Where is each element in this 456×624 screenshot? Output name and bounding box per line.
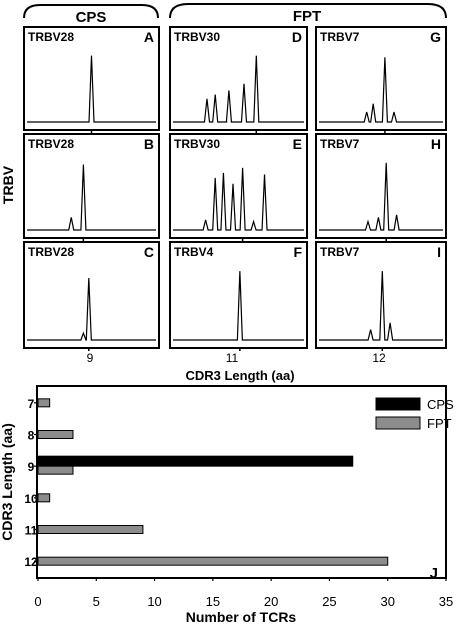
bar-fpt-9	[37, 465, 74, 475]
legend-label-cps: CPS	[427, 397, 454, 412]
panel-letter: B	[144, 136, 154, 152]
y-tick-label-7: 7	[28, 397, 35, 411]
panel-gene-label: TRBV28	[28, 245, 74, 259]
panel-f: TRBV4 F	[169, 241, 308, 351]
column-tick-12: 12	[372, 351, 386, 365]
x-tick-label-30: 30	[380, 594, 394, 609]
panel-letter: A	[144, 29, 154, 45]
bar-fpt-12	[37, 556, 389, 566]
panel-frame	[23, 241, 160, 349]
bar-fpt-8	[37, 430, 74, 439]
panel-g: TRBV7 G	[315, 26, 447, 133]
panel-gene-label: TRBV7	[320, 137, 360, 151]
bars	[37, 398, 389, 566]
panel-a: TRBV28 A	[23, 26, 160, 133]
spectratype-panels: TRBV28 A TRBV30 D TRBV7 G TRBV28 B TRBV30 E TRBV7 H…	[23, 26, 447, 351]
panel-letter: D	[292, 29, 302, 45]
y-tick-label-10: 10	[24, 492, 38, 506]
chromatogram-trace	[319, 271, 443, 341]
bar-cps-9	[37, 455, 354, 467]
x-tick-label-0: 0	[34, 594, 41, 609]
cdr3-length-axis-label: CDR3 Length (aa)	[185, 368, 294, 383]
chromatogram-trace	[173, 167, 304, 231]
panel-gene-label: TRBV4	[174, 245, 214, 259]
chromatogram-trace	[319, 162, 443, 231]
legend-swatch-fpt	[375, 416, 421, 430]
legend-label-fpt: FPT	[427, 416, 452, 431]
group-label-cps: CPS	[76, 9, 107, 26]
x-tick-label-15: 15	[206, 594, 220, 609]
x-tick-label-20: 20	[264, 594, 278, 609]
panel-letter: E	[293, 136, 302, 152]
chromatogram-trace	[173, 55, 304, 123]
chromatogram-trace	[173, 271, 304, 341]
x-tick-label-10: 10	[147, 594, 161, 609]
panel-e: TRBV30 E	[169, 133, 308, 241]
bar-fpt-7	[37, 398, 51, 408]
y-tick-label-12: 12	[24, 555, 38, 569]
bar-fpt-10	[37, 493, 51, 503]
panel-i: TRBV7 I	[315, 241, 447, 351]
group-label-fpt: FPT	[293, 8, 321, 25]
panel-frame	[23, 133, 160, 239]
panel-frame	[169, 133, 308, 239]
y-tick-label-9: 9	[28, 460, 35, 474]
legend-swatch-cps	[375, 397, 421, 411]
panel-gene-label: TRBV7	[320, 30, 360, 44]
bar-chart-frame	[36, 385, 447, 579]
panel-gene-label: TRBV30	[174, 137, 220, 151]
panel-gene-label: TRBV28	[28, 137, 74, 151]
x-tick-label-35: 35	[439, 594, 453, 609]
bar-chart: 7 8 9 10 11 12 0 5 10 15 20 25 30 35 CDR3 Length (aa…	[0, 385, 454, 624]
panel-frame	[315, 241, 447, 349]
panel-gene-label: TRBV28	[28, 30, 74, 44]
y-tick-label-11: 11	[25, 524, 38, 538]
panel-frame	[169, 241, 308, 349]
y-tick-labels: 7 8 9 10 11 12	[24, 397, 38, 569]
chromatogram-trace	[27, 164, 156, 231]
cps-bracket	[23, 4, 159, 19]
bar-fpt-11	[37, 525, 144, 534]
bar-chart-ylabel: CDR3 Length (aa)	[0, 423, 15, 540]
bar-chart-xlabel: Number of TCRs	[186, 609, 297, 624]
x-tick-labels: 0 5 10 15 20 25 30 35	[34, 577, 453, 609]
panel-letter: I	[437, 244, 441, 260]
x-tick-label-25: 25	[322, 594, 336, 609]
panel-letter: H	[431, 136, 441, 152]
column-tick-9: 9	[87, 351, 94, 365]
trbv-axis-label: TRBV	[0, 165, 16, 204]
chromatogram-trace	[27, 278, 156, 341]
y-tick-label-8: 8	[28, 429, 35, 443]
column-tick-11: 11	[226, 351, 239, 365]
chromatogram-trace	[27, 55, 156, 123]
panel-gene-label: TRBV7	[320, 245, 360, 259]
chromatogram-trace	[319, 57, 443, 123]
panel-frame	[169, 26, 308, 131]
panel-frame	[315, 133, 447, 239]
panel-h: TRBV7 H	[315, 133, 447, 241]
fpt-bracket	[169, 3, 447, 19]
panel-letter: G	[430, 29, 441, 45]
panel-d: TRBV30 D	[169, 26, 308, 133]
panel-frame	[315, 26, 447, 131]
panel-letter: F	[293, 244, 302, 260]
panel-letter: C	[144, 244, 154, 260]
x-tick-label-5: 5	[93, 594, 100, 609]
panel-letter-j: J	[430, 565, 438, 582]
legend: CPS FPT	[375, 397, 454, 431]
panel-b: TRBV28 B	[23, 133, 160, 241]
panel-c: TRBV28 C	[23, 241, 160, 351]
panel-gene-label: TRBV30	[174, 30, 220, 44]
